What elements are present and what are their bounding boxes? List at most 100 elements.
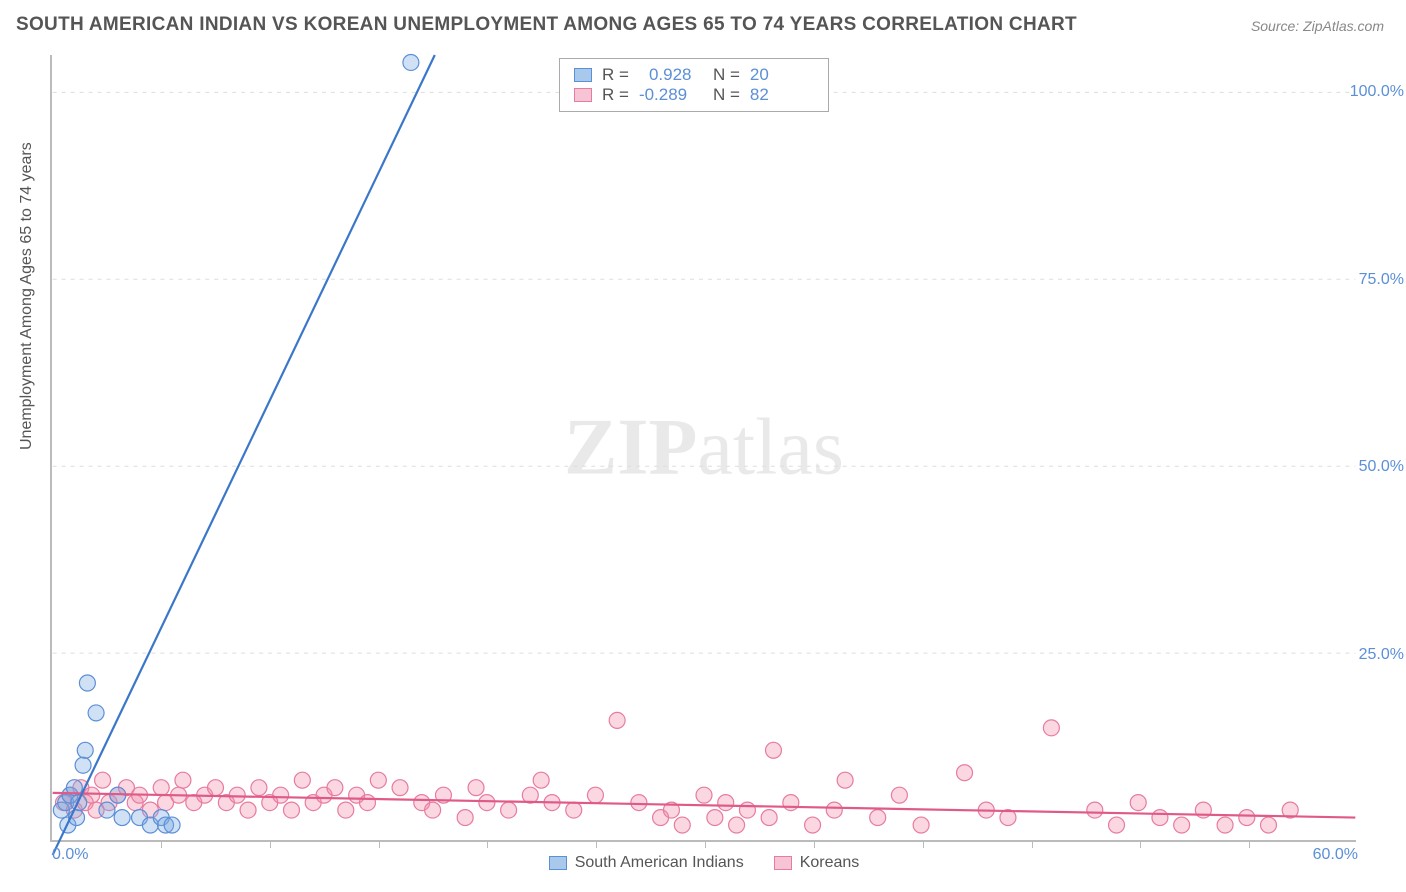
- scatter-point-pink: [425, 802, 441, 818]
- scatter-point-pink: [826, 802, 842, 818]
- n-label: N =: [713, 85, 740, 105]
- scatter-point-pink: [739, 802, 755, 818]
- x-tick: [705, 840, 706, 848]
- scatter-point-pink: [533, 772, 549, 788]
- scatter-point-pink: [1217, 817, 1233, 833]
- chart-title: SOUTH AMERICAN INDIAN VS KOREAN UNEMPLOY…: [16, 14, 1077, 36]
- scatter-point-pink: [1174, 817, 1190, 833]
- y-tick-label: 100.0%: [1350, 83, 1404, 101]
- x-tick: [1249, 840, 1250, 848]
- scatter-point-blue: [164, 817, 180, 833]
- chart-svg: [52, 55, 1356, 840]
- legend-item-pink: Koreans: [774, 854, 860, 872]
- r-value-pink: -0.289: [639, 85, 703, 105]
- x-tick: [596, 840, 597, 848]
- y-tick-label: 25.0%: [1359, 646, 1404, 664]
- scatter-point-pink: [609, 712, 625, 728]
- scatter-point-blue: [99, 802, 115, 818]
- scatter-point-pink: [729, 817, 745, 833]
- scatter-point-pink: [175, 772, 191, 788]
- scatter-point-pink: [457, 810, 473, 826]
- x-tick: [270, 840, 271, 848]
- x-tick-label: 60.0%: [1313, 846, 1358, 864]
- legend-label-blue: South American Indians: [575, 854, 744, 872]
- scatter-point-pink: [674, 817, 690, 833]
- x-tick: [487, 840, 488, 848]
- scatter-point-pink: [566, 802, 582, 818]
- scatter-point-pink: [479, 795, 495, 811]
- swatch-blue: [574, 68, 592, 82]
- scatter-point-pink: [392, 780, 408, 796]
- x-tick: [923, 840, 924, 848]
- x-tick: [1032, 840, 1033, 848]
- scatter-point-blue: [403, 54, 419, 70]
- scatter-point-pink: [1261, 817, 1277, 833]
- trend-line-blue: [53, 55, 435, 855]
- scatter-point-pink: [805, 817, 821, 833]
- scatter-point-pink: [1130, 795, 1146, 811]
- scatter-point-pink: [95, 772, 111, 788]
- stats-box: R = 0.928 N = 20 R = -0.289 N = 82: [559, 58, 829, 112]
- scatter-point-pink: [707, 810, 723, 826]
- scatter-point-pink: [1239, 810, 1255, 826]
- x-tick: [814, 840, 815, 848]
- scatter-point-pink: [587, 787, 603, 803]
- scatter-point-pink: [1109, 817, 1125, 833]
- r-value-blue: 0.928: [639, 65, 703, 85]
- scatter-point-pink: [240, 802, 256, 818]
- scatter-point-pink: [1043, 720, 1059, 736]
- y-tick-label: 75.0%: [1359, 271, 1404, 289]
- scatter-point-pink: [294, 772, 310, 788]
- scatter-point-pink: [837, 772, 853, 788]
- x-tick: [161, 840, 162, 848]
- y-axis-label: Unemployment Among Ages 65 to 74 years: [18, 142, 36, 450]
- scatter-point-blue: [77, 742, 93, 758]
- y-tick-label: 50.0%: [1359, 458, 1404, 476]
- scatter-point-pink: [783, 795, 799, 811]
- scatter-point-pink: [153, 780, 169, 796]
- scatter-point-pink: [327, 780, 343, 796]
- scatter-point-pink: [891, 787, 907, 803]
- n-value-pink: 82: [750, 85, 814, 105]
- scatter-point-pink: [957, 765, 973, 781]
- x-tick: [379, 840, 380, 848]
- r-label: R =: [602, 65, 629, 85]
- scatter-point-blue: [75, 757, 91, 773]
- scatter-point-pink: [273, 787, 289, 803]
- legend-label-pink: Koreans: [800, 854, 860, 872]
- scatter-point-blue: [79, 675, 95, 691]
- scatter-point-pink: [765, 742, 781, 758]
- legend: South American Indians Koreans: [52, 854, 1356, 872]
- r-label: R =: [602, 85, 629, 105]
- source-attribution: Source: ZipAtlas.com: [1251, 18, 1384, 34]
- scatter-point-pink: [522, 787, 538, 803]
- scatter-point-pink: [251, 780, 267, 796]
- scatter-point-pink: [468, 780, 484, 796]
- scatter-point-pink: [631, 795, 647, 811]
- swatch-pink: [574, 88, 592, 102]
- scatter-point-pink: [870, 810, 886, 826]
- scatter-point-pink: [370, 772, 386, 788]
- plot-area: ZIPatlas R = 0.928 N = 20 R = -0.289 N =…: [50, 55, 1356, 842]
- scatter-point-pink: [338, 802, 354, 818]
- scatter-point-pink: [1152, 810, 1168, 826]
- scatter-point-pink: [359, 795, 375, 811]
- legend-swatch-blue: [549, 856, 567, 870]
- n-value-blue: 20: [750, 65, 814, 85]
- n-label: N =: [713, 65, 740, 85]
- scatter-point-pink: [1087, 802, 1103, 818]
- scatter-point-pink: [761, 810, 777, 826]
- scatter-point-pink: [718, 795, 734, 811]
- scatter-point-blue: [114, 810, 130, 826]
- scatter-point-pink: [696, 787, 712, 803]
- scatter-point-pink: [284, 802, 300, 818]
- x-tick-label: 0.0%: [52, 846, 88, 864]
- legend-item-blue: South American Indians: [549, 854, 744, 872]
- x-tick: [1140, 840, 1141, 848]
- stats-row-blue: R = 0.928 N = 20: [574, 65, 814, 85]
- scatter-point-pink: [501, 802, 517, 818]
- scatter-point-blue: [88, 705, 104, 721]
- scatter-point-pink: [913, 817, 929, 833]
- legend-swatch-pink: [774, 856, 792, 870]
- stats-row-pink: R = -0.289 N = 82: [574, 85, 814, 105]
